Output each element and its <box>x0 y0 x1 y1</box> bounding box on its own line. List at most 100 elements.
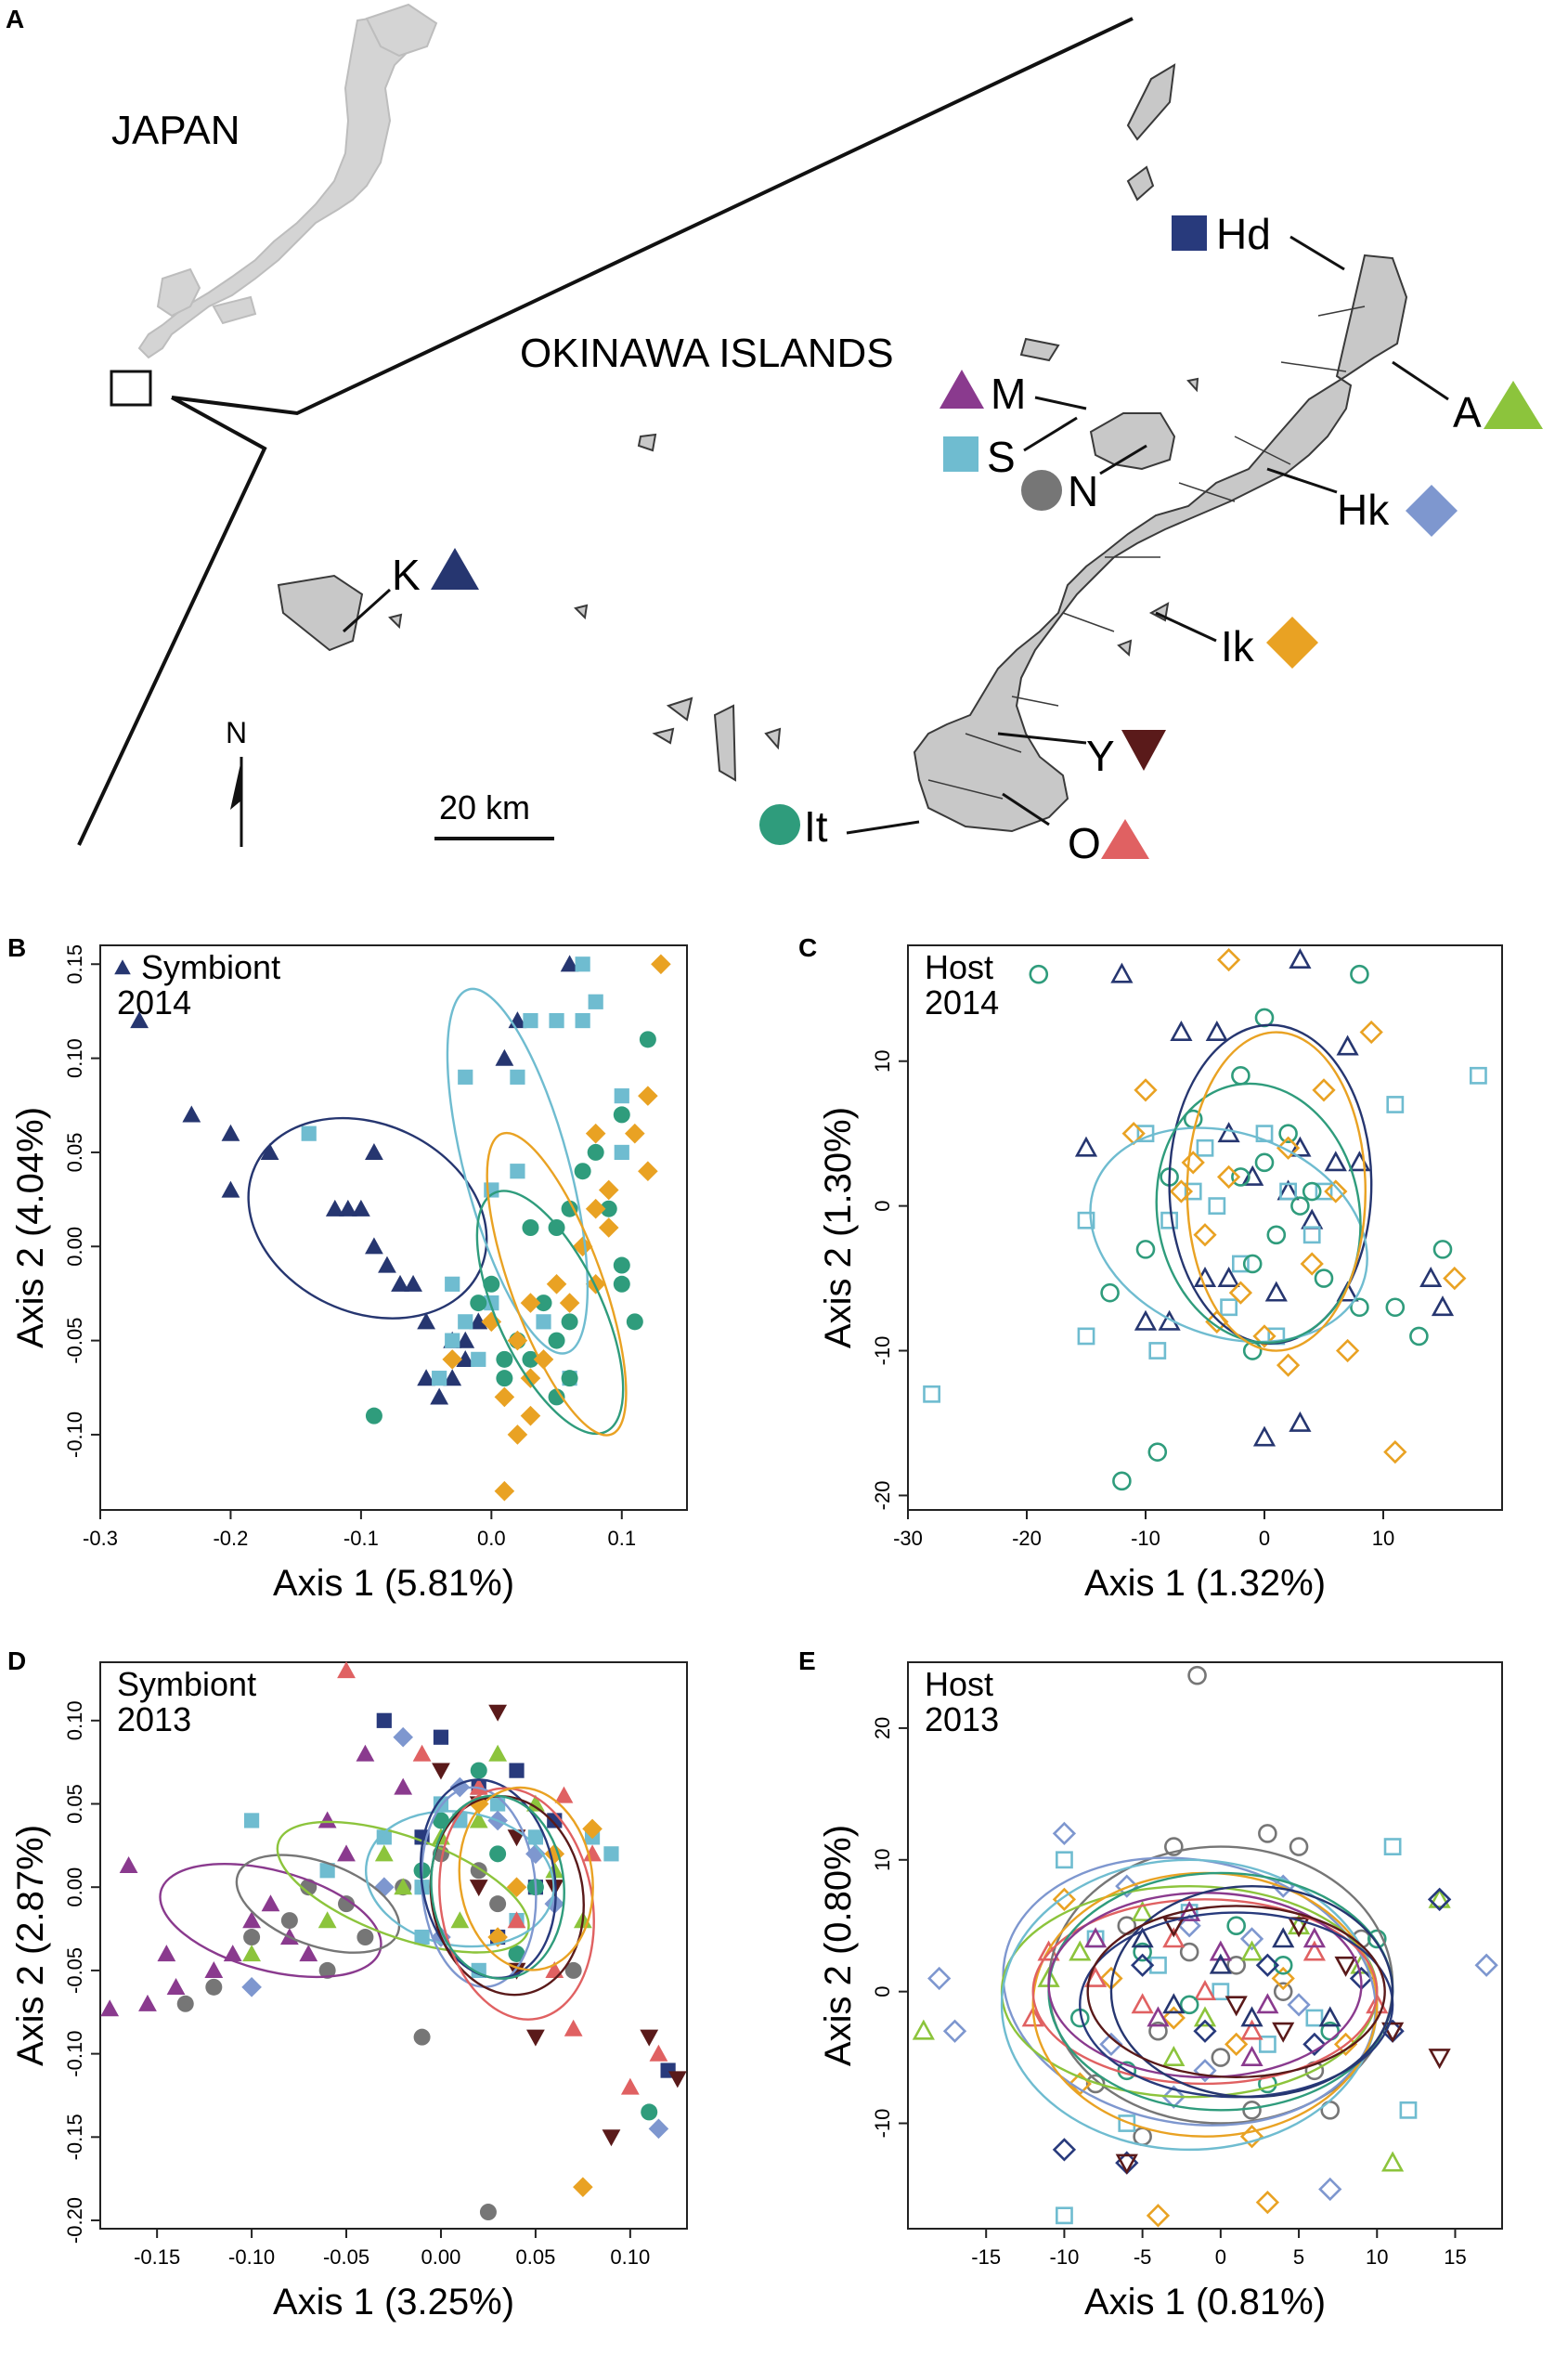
data-point <box>575 1012 590 1029</box>
data-point <box>1085 2074 1106 2094</box>
x-tick-label: 5 <box>1293 2245 1304 2269</box>
data-point <box>1077 1211 1095 1230</box>
data-point <box>1193 2006 1217 2027</box>
data-point <box>1240 2006 1263 2027</box>
y-tick-label: -0.05 <box>63 1318 86 1364</box>
site-m: M <box>940 370 1087 418</box>
data-point <box>1226 1955 1246 1975</box>
shikoku-silhouette <box>212 295 257 325</box>
data-point <box>374 1877 395 1898</box>
data-point <box>649 2044 668 2062</box>
data-point <box>1162 1927 1186 1948</box>
data-point <box>507 1911 526 1929</box>
data-point <box>1312 1078 1336 1102</box>
data-point <box>1162 1993 1186 2014</box>
data-point <box>1052 1821 1077 1846</box>
x-axis-label: Axis 1 (3.25%) <box>273 2282 514 2322</box>
japan-silhouette <box>137 15 410 359</box>
panel-a-map: A JAPAN OKINAWA ISLANDS <box>6 3 1543 867</box>
data-point <box>912 2019 935 2040</box>
data-point <box>430 1387 449 1405</box>
site-marker-n <box>1021 470 1062 511</box>
x-tick-label: 15 <box>1444 2245 1466 2269</box>
data-point <box>1287 1993 1311 2017</box>
legend-text: 2014 <box>117 983 191 1021</box>
data-point <box>1131 1900 1154 1921</box>
data-point <box>1160 1211 1179 1230</box>
data-point <box>526 2029 545 2047</box>
series-m <box>1084 1900 1326 2066</box>
x-tick-label: 0 <box>1259 1527 1270 1550</box>
x-tick-label: -10 <box>1131 1527 1160 1550</box>
series-hd <box>1052 1887 1452 2175</box>
data-point <box>1428 2049 1451 2070</box>
data-point <box>1112 1471 1132 1491</box>
data-point <box>243 1929 261 1946</box>
series-k <box>1131 1927 1341 2027</box>
site-marker-a <box>1484 381 1543 429</box>
data-point <box>506 1877 527 1898</box>
data-point <box>1232 1255 1250 1273</box>
data-point <box>1100 1282 1120 1303</box>
x-tick-label: 0 <box>1215 2245 1226 2269</box>
zoom-connector <box>171 17 1134 416</box>
site-label-hd: Hd <box>1216 210 1271 258</box>
data-point <box>317 1811 337 1828</box>
data-point <box>479 2204 497 2221</box>
data-point <box>1302 1940 1326 1961</box>
data-point <box>223 1945 242 1962</box>
data-point <box>1135 1240 1156 1259</box>
confidence-ellipse-s <box>1089 1126 1368 1344</box>
data-point <box>509 1763 525 1778</box>
data-point <box>1336 1281 1359 1302</box>
data-point <box>1115 1874 1139 1898</box>
data-point <box>1333 2032 1358 2057</box>
north-label: N <box>226 716 247 749</box>
data-point <box>585 1123 606 1144</box>
data-point <box>561 1313 578 1331</box>
data-point <box>1305 2009 1324 2027</box>
data-point <box>1348 1151 1371 1172</box>
data-point <box>536 1314 551 1330</box>
data-point <box>613 1275 630 1293</box>
data-point <box>1179 1995 1199 2015</box>
data-point <box>923 1385 941 1403</box>
data-point <box>1300 1252 1324 1276</box>
data-point <box>559 1293 580 1313</box>
x-tick-label: 0.05 <box>515 2245 555 2269</box>
data-point <box>1115 2153 1138 2175</box>
data-point <box>241 1977 262 1997</box>
data-point <box>507 1425 528 1445</box>
data-point <box>337 1844 356 1862</box>
data-point <box>522 1350 539 1368</box>
series-hk <box>927 1821 1498 2202</box>
data-point <box>413 2028 431 2046</box>
data-point <box>458 1314 473 1330</box>
data-point <box>1276 1353 1301 1377</box>
x-tick-label: -20 <box>1012 1527 1042 1550</box>
y-tick-label: 0.15 <box>63 944 86 984</box>
data-point <box>1252 1425 1276 1447</box>
legend-text: Symbiont <box>141 948 280 986</box>
data-point <box>1133 2127 1152 2146</box>
data-point <box>564 2019 583 2036</box>
data-point <box>1162 1917 1186 1938</box>
data-point <box>138 1994 157 2011</box>
data-point <box>1252 1324 1276 1348</box>
x-tick-label: 0.00 <box>421 2245 461 2269</box>
data-point <box>299 1945 318 1962</box>
site-marker-hk <box>1406 485 1458 537</box>
data-point <box>483 1275 500 1293</box>
series-y <box>1115 1917 1451 2175</box>
data-point <box>1162 2045 1186 2066</box>
data-point <box>469 1312 488 1330</box>
data-point <box>338 1895 356 1913</box>
data-point <box>1217 1122 1240 1143</box>
x-tick-label: 10 <box>1366 2245 1388 2269</box>
confidence-ellipse-ik <box>1186 1031 1367 1352</box>
data-point <box>1225 2032 1249 2057</box>
data-point <box>603 1846 619 1862</box>
data-point <box>520 1293 541 1313</box>
y-tick-label: -10 <box>871 1336 894 1366</box>
data-point <box>490 1796 506 1812</box>
